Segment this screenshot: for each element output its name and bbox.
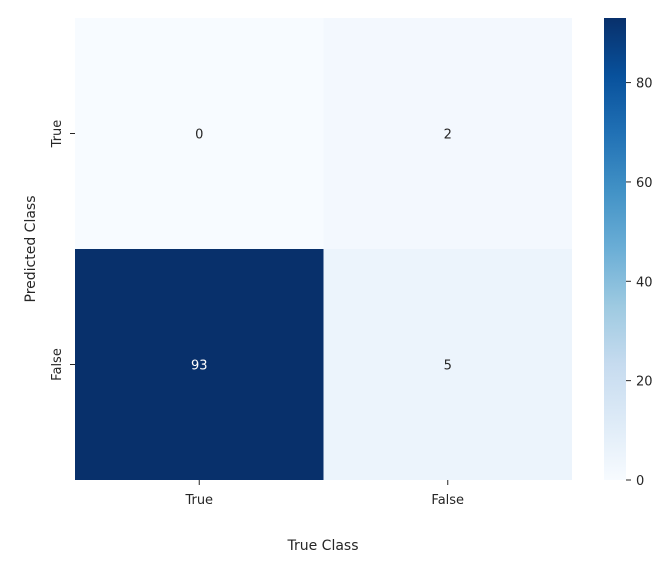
y-axis-label: Predicted Class [23, 195, 39, 302]
x-axis-label: True Class [286, 538, 358, 554]
cell-value-label: 93 [191, 359, 208, 374]
colorbar-ticks: 0 20 40 60 80 [626, 77, 653, 489]
heatmap-cells [75, 18, 572, 480]
colorbar-tick-label: 20 [636, 375, 653, 390]
y-tick-label: True [50, 120, 65, 149]
heatmap-cell [323, 249, 572, 480]
cell-value-label: 2 [444, 128, 452, 143]
x-tick-label: False [431, 493, 464, 508]
colorbar-tick-label: 40 [636, 275, 653, 290]
heatmap-cell [75, 249, 324, 480]
y-tick-label: False [50, 348, 65, 381]
colorbar-tick-label: 0 [636, 474, 644, 489]
x-axis-ticks: True False [184, 480, 464, 508]
cell-value-label: 5 [444, 359, 452, 374]
heatmap-cell [75, 18, 324, 249]
y-axis-ticks: True False [50, 120, 75, 381]
cell-value-label: 0 [195, 128, 203, 143]
heatmap-cell [323, 18, 572, 249]
heatmap-cell-labels: 0 2 93 5 [191, 128, 452, 374]
x-tick-label: True [184, 493, 213, 508]
colorbar [604, 18, 626, 480]
colorbar-tick-label: 60 [636, 176, 653, 191]
colorbar-tick-label: 80 [636, 77, 653, 92]
